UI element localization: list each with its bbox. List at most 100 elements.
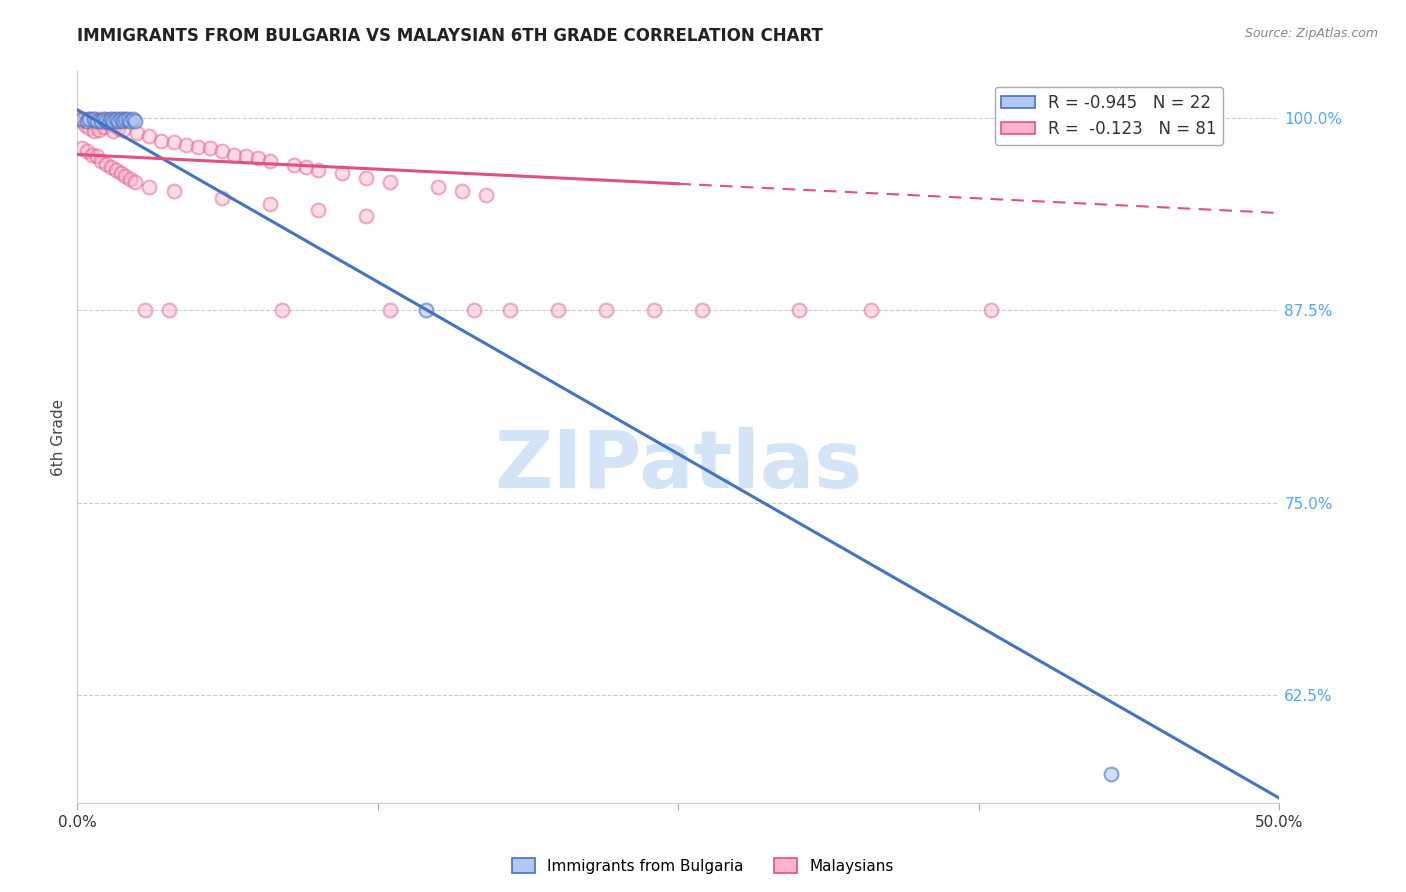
Point [104, 112, 127, 127]
Y-axis label: 6th Grade: 6th Grade [51, 399, 66, 475]
Point [354, 209, 377, 223]
Point [547, 303, 569, 318]
Point [104, 162, 127, 177]
Point [100, 113, 122, 128]
Point [124, 175, 146, 189]
Point [79, 121, 101, 136]
Point [294, 160, 316, 174]
Point [415, 303, 437, 318]
Point [93, 112, 115, 127]
Legend: R = -0.945   N = 22, R =  -0.123   N = 81: R = -0.945 N = 22, R = -0.123 N = 81 [994, 87, 1223, 145]
Point [107, 113, 129, 128]
Point [100, 112, 122, 127]
Point [114, 169, 136, 183]
Point [103, 113, 125, 128]
Point [100, 160, 122, 174]
Point [283, 158, 305, 172]
Point [83, 112, 105, 127]
Point [270, 303, 292, 318]
Point [211, 145, 233, 159]
Point [79, 112, 101, 127]
Point [787, 303, 810, 318]
Point [692, 303, 714, 318]
Point [90, 153, 112, 168]
Point [259, 153, 281, 168]
Point [96, 157, 118, 171]
Point [90, 113, 112, 128]
Point [114, 113, 136, 128]
Point [187, 140, 209, 154]
Point [107, 112, 129, 127]
Point [90, 113, 112, 128]
Point [211, 191, 233, 205]
Point [107, 121, 129, 136]
Point [475, 187, 498, 202]
Point [307, 162, 329, 177]
Point [76, 113, 98, 128]
Point [138, 129, 160, 144]
Point [121, 112, 143, 127]
Point [120, 172, 142, 186]
Point [111, 113, 134, 128]
Point [80, 147, 103, 161]
Point [643, 303, 665, 318]
Point [86, 113, 108, 128]
Point [378, 303, 401, 318]
Point [120, 113, 142, 128]
Point [70, 112, 93, 127]
Point [86, 149, 108, 163]
Point [69, 112, 91, 127]
Point [97, 117, 120, 131]
Point [96, 113, 118, 128]
Point [235, 149, 257, 163]
Point [150, 134, 173, 148]
Point [76, 113, 98, 128]
Point [110, 112, 132, 127]
Point [198, 141, 221, 155]
Point [1099, 766, 1122, 780]
Point [73, 118, 96, 132]
Point [83, 124, 105, 138]
Point [162, 135, 184, 149]
Point [157, 303, 180, 318]
Point [80, 113, 103, 128]
Point [499, 303, 522, 318]
Point [83, 112, 105, 127]
Point [330, 166, 353, 180]
Point [110, 166, 132, 180]
Point [451, 185, 474, 199]
Point [70, 113, 93, 128]
Point [73, 112, 96, 127]
Point [259, 196, 281, 211]
Point [859, 303, 882, 318]
Point [595, 303, 617, 318]
Point [174, 138, 197, 153]
Point [79, 112, 101, 127]
Point [93, 112, 115, 127]
Point [96, 113, 118, 128]
Point [76, 145, 98, 159]
Point [124, 113, 146, 128]
Point [427, 179, 450, 194]
Point [104, 113, 127, 128]
Point [138, 179, 160, 194]
Point [111, 123, 134, 137]
Point [127, 126, 149, 140]
Point [111, 112, 134, 127]
Text: Source: ZipAtlas.com: Source: ZipAtlas.com [1244, 27, 1378, 40]
Point [162, 185, 184, 199]
Point [307, 202, 329, 217]
Point [222, 147, 245, 161]
Point [97, 115, 120, 129]
Point [110, 113, 132, 128]
Point [103, 112, 125, 127]
Point [93, 120, 115, 134]
Point [117, 112, 139, 127]
Point [378, 175, 401, 189]
Point [354, 170, 377, 185]
Point [70, 141, 93, 155]
Point [114, 112, 136, 127]
Point [87, 112, 110, 127]
Point [87, 123, 110, 137]
Point [86, 113, 108, 128]
